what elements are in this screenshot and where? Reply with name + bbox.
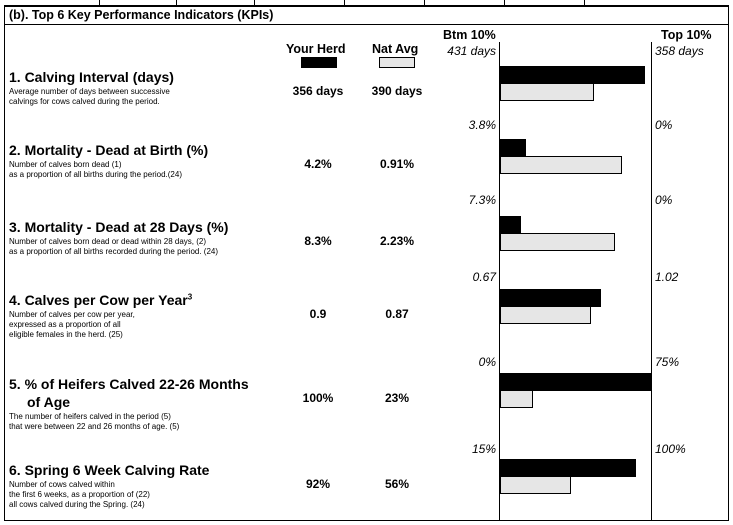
your-herd-value: 100% [302, 391, 334, 405]
top-10-header: Top 10% [661, 28, 712, 42]
nat-avg-bar [500, 390, 533, 408]
top-10-value: 100% [655, 442, 686, 456]
btm-10-value: 431 days [447, 44, 496, 58]
kpi-title: 4. Calves per Cow per Year3 [9, 292, 193, 308]
nat-avg-bar [500, 83, 594, 101]
kpi-description-line: Number of calves born dead (1) [9, 160, 122, 169]
nat-avg-value: 0.87 [385, 307, 409, 321]
top-10-value: 75% [655, 355, 680, 369]
section-title: (b). Top 6 Key Performance Indicators (K… [9, 8, 274, 22]
kpi-title: 3. Mortality - Dead at 28 Days (%) [9, 219, 229, 235]
top-10-value: 0% [655, 193, 673, 207]
kpi-title-superscript: 3 [187, 292, 193, 302]
nat-avg-bar [500, 306, 591, 324]
your-herd-value: 8.3% [304, 234, 332, 248]
kpi-description-line: Number of cows calved within [9, 480, 115, 489]
kpi-description-line: as a proportion of all births recorded d… [9, 247, 219, 256]
kpi-title: 2. Mortality - Dead at Birth (%) [9, 142, 209, 158]
kpi-title: 1. Calving Interval (days) [9, 69, 174, 85]
kpi-description-line: expressed as a proportion of all [9, 320, 121, 329]
top-10-value: 0% [655, 118, 673, 132]
your-herd-bar [500, 216, 521, 234]
your-herd-bar [500, 66, 645, 84]
top-10-value: 358 days [655, 44, 704, 58]
kpi-description-line: eligible females in the herd. (25) [9, 330, 123, 339]
kpi-title: 5. % of Heifers Calved 22-26 Months [9, 376, 249, 392]
your-herd-bar [500, 289, 601, 307]
nat-avg-header: Nat Avg [372, 42, 419, 56]
kpi-description-line: the first 6 weeks, as a proportion of (2… [9, 490, 150, 499]
top-rule [4, 0, 729, 6]
your-herd-header: Your Herd [286, 42, 346, 56]
kpi-description-line: Number of calves born dead or dead withi… [9, 237, 206, 246]
kpi-description-line: all cows calved during the Spring. (24) [9, 500, 145, 509]
btm-10-header: Btm 10% [443, 28, 496, 42]
your-herd-value: 92% [305, 477, 331, 491]
btm-10-value: 7.3% [468, 193, 496, 207]
your-herd-value: 356 days [292, 84, 344, 98]
kpi-description-line: Average number of days between successiv… [9, 87, 170, 96]
btm-10-value: 0.67 [472, 270, 496, 284]
top-10-value: 1.02 [655, 270, 679, 284]
kpi-description-line: that were between 22 and 26 months of ag… [9, 422, 180, 431]
kpi-description-line: as a proportion of all births during the… [9, 170, 182, 179]
nat-avg-value: 0.91% [379, 157, 415, 171]
btm-10-value: 0% [478, 355, 496, 369]
kpi-title: 6. Spring 6 Week Calving Rate [9, 462, 210, 478]
btm-10-value: 15% [471, 442, 496, 456]
top-10-axis-line [651, 42, 652, 520]
kpi-description-line: The number of heifers calved in the peri… [9, 412, 171, 421]
nat-avg-bar [500, 476, 571, 494]
nat-avg-value: 23% [384, 391, 410, 405]
kpi-description-line: calvings for cows calved during the peri… [9, 97, 160, 106]
your-herd-legend-swatch [301, 57, 337, 68]
nat-avg-value: 2.23% [379, 234, 415, 248]
your-herd-bar [500, 373, 651, 391]
your-herd-bar [500, 139, 526, 157]
kpi-description-line: Number of calves per cow per year, [9, 310, 135, 319]
your-herd-value: 0.9 [309, 307, 327, 321]
header-divider [4, 24, 729, 25]
nat-avg-bar [500, 156, 622, 174]
btm-10-value: 3.8% [468, 118, 496, 132]
nat-avg-bar [500, 233, 615, 251]
nat-avg-value: 56% [384, 477, 410, 491]
kpi-title-line2: of Age [27, 394, 71, 410]
your-herd-bar [500, 459, 636, 477]
footer-divider [4, 520, 729, 521]
btm-10-axis-line [499, 42, 500, 520]
your-herd-value: 4.2% [304, 157, 332, 171]
nat-avg-legend-swatch [379, 57, 415, 68]
nat-avg-value: 390 days [371, 84, 423, 98]
